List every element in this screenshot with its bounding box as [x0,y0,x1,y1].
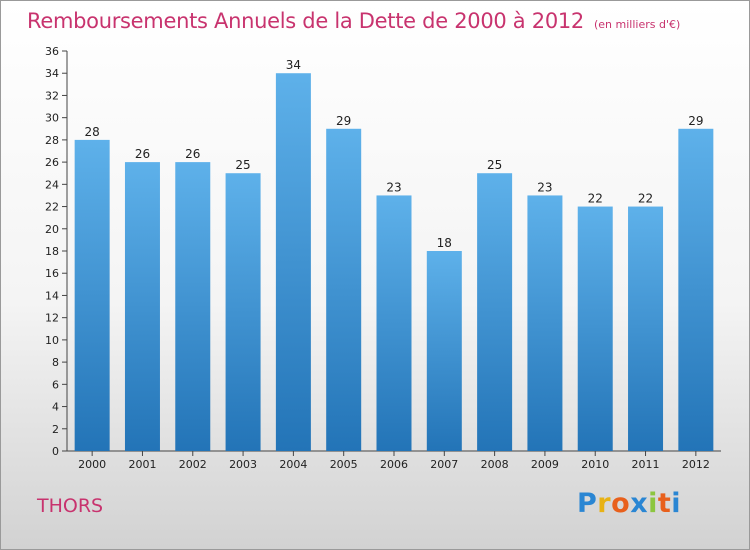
x-tick-label: 2003 [229,458,257,471]
x-tick-label: 2012 [682,458,710,471]
bar-2004 [275,73,311,451]
y-tick-label: 30 [45,112,59,125]
logo-letter: r [597,488,612,519]
data-label-2007: 18 [437,236,452,250]
logo-letter: t [657,488,672,519]
data-label-2006: 23 [386,180,401,194]
x-tick-label: 2004 [279,458,307,471]
x-tick-label: 2005 [330,458,358,471]
y-tick-label: 2 [52,423,59,436]
bar-2007 [426,251,462,451]
y-tick-label: 22 [45,201,59,214]
logo-letter: i [648,488,658,519]
bar-2011 [628,206,664,451]
data-label-2000: 28 [85,125,100,139]
bar-2009 [527,195,563,451]
y-tick-label: 4 [52,401,59,414]
data-label-2008: 25 [487,158,502,172]
bar-2003 [225,173,261,451]
x-tick-label: 2000 [78,458,106,471]
y-tick-label: 36 [45,45,59,58]
logo-letter: i [671,488,682,519]
data-label-2011: 22 [638,192,653,206]
logo-letter: o [611,488,631,519]
x-tick-label: 2001 [128,458,156,471]
logo-letter: P [577,488,598,519]
bar-2006 [376,195,412,451]
y-tick-label: 16 [45,267,59,280]
data-label-2009: 23 [537,180,552,194]
chart-title-text: Remboursements Annuels de la Dette de 20… [27,9,584,33]
bar-2012 [678,128,714,451]
bar-2005 [326,128,362,451]
x-tick-label: 2006 [380,458,408,471]
data-label-2002: 26 [185,147,200,161]
y-tick-label: 8 [52,356,59,369]
chart-title: Remboursements Annuels de la Dette de 20… [27,9,680,33]
x-tick-label: 2011 [632,458,660,471]
bar-2000 [74,139,110,451]
data-label-2003: 25 [235,158,250,172]
x-tick-label: 2007 [430,458,458,471]
y-tick-label: 18 [45,245,59,258]
y-tick-label: 34 [45,67,59,80]
data-label-2005: 29 [336,114,351,128]
y-tick-label: 28 [45,134,59,147]
y-tick-label: 0 [52,445,59,458]
y-tick-label: 32 [45,89,59,102]
x-tick-label: 2010 [581,458,609,471]
data-label-2001: 26 [135,147,150,161]
y-tick-label: 20 [45,223,59,236]
y-tick-label: 10 [45,334,59,347]
x-axis: 2000 2001 2002 2003 2004 2005 2006 2007 2008 2009… [67,450,721,471]
y-tick-label: 12 [45,312,59,325]
x-tick-label: 2002 [179,458,207,471]
chart-subtitle: (en milliers d'€) [594,18,681,31]
data-label-2012: 29 [688,114,703,128]
logo-letter: x [630,488,649,519]
data-label-2010: 22 [588,192,603,206]
bar-2002 [175,162,211,451]
proxiti-logo: Proxiti [577,488,681,519]
commune-name: THORS [37,495,104,517]
bar-2008 [477,173,513,451]
y-tick-label: 24 [45,178,59,191]
x-tick-label: 2009 [531,458,559,471]
bar-2001 [124,162,160,451]
bar-2010 [577,206,613,451]
x-tick-label: 2008 [481,458,509,471]
data-label-2004: 34 [286,58,301,72]
y-tick-label: 26 [45,156,59,169]
y-tick-label: 6 [52,378,59,391]
bars: 28 26 26 25 34 29 23 18 25 23 22 22 29 [74,58,714,451]
y-tick-label: 14 [45,289,59,302]
